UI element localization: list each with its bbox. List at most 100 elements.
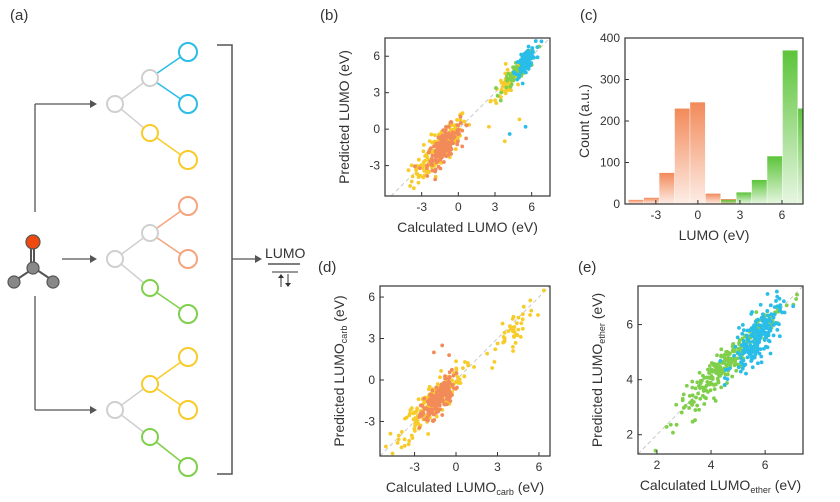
histogram-bar-orange (643, 197, 659, 204)
point-green (695, 403, 700, 408)
point-blue (749, 359, 754, 363)
point-orange (437, 141, 442, 146)
point-blue (771, 333, 776, 338)
point-orange (417, 415, 422, 419)
point-yellow (396, 437, 401, 442)
aggregation-bracket (217, 44, 233, 475)
point-orange (431, 396, 436, 401)
point-yellow-high (528, 298, 533, 303)
point-blue (736, 365, 741, 370)
x-tick-label-c: 3 (737, 208, 744, 222)
point-blue (775, 327, 780, 332)
point-blue (758, 347, 763, 352)
point-yellow-high (501, 84, 505, 89)
point-orange (438, 166, 443, 171)
point-green (688, 400, 692, 405)
y-tick-label-d: 0 (368, 373, 375, 387)
point-blue (741, 328, 746, 333)
point-yellow-high (493, 98, 498, 103)
point-yellow (457, 377, 462, 382)
point-blue (766, 313, 771, 318)
point-orange (444, 390, 449, 395)
point-yellow-high (488, 99, 493, 104)
point-green (733, 362, 738, 367)
point-orange (445, 381, 449, 385)
point-yellow-high (516, 315, 521, 320)
point-orange (432, 406, 437, 411)
point-green (684, 383, 689, 388)
point-orange (456, 139, 460, 144)
point-yellow (402, 437, 407, 442)
point-orange (440, 413, 445, 417)
point-orange (443, 137, 448, 142)
point-blue (757, 339, 761, 344)
point-orange (434, 141, 439, 146)
point-green (687, 406, 692, 410)
substituent-atom (7, 275, 21, 289)
point-blue (748, 343, 753, 348)
point-yellow-high (536, 313, 540, 317)
point-blue (764, 330, 768, 335)
point-blue (767, 328, 772, 332)
panel-label-b: (b) (320, 7, 338, 24)
point-orange (449, 120, 454, 125)
point-yellow (410, 436, 415, 440)
point-orange (455, 142, 460, 147)
point-green (504, 85, 509, 90)
point-blue (761, 312, 765, 317)
point-orange (429, 410, 433, 415)
point-yellow (427, 139, 432, 144)
point-green (700, 393, 705, 398)
point-green (712, 387, 717, 392)
point-green (712, 363, 716, 368)
series-yellow-b (406, 111, 522, 191)
point-orange (449, 147, 454, 152)
point-yellow-high (502, 330, 507, 335)
point-blue (733, 344, 738, 349)
point-blue (518, 59, 523, 64)
point-orange (444, 124, 448, 129)
point-yellow-high (492, 359, 497, 364)
point-orange (449, 140, 454, 145)
point-yellow-high (520, 317, 525, 322)
tree-leaf-node (178, 196, 198, 216)
point-yellow-high (501, 335, 506, 339)
point-blue (752, 348, 757, 353)
series-orange-d (417, 343, 459, 430)
outlier-point-blue (507, 132, 512, 136)
point-blue (749, 312, 754, 316)
point-green (698, 396, 703, 401)
point-yellow (456, 136, 460, 141)
point-orange (438, 150, 443, 155)
point-green (495, 93, 500, 98)
point-blue (762, 346, 766, 351)
point-orange (435, 146, 440, 151)
arrow-head-bottom (90, 406, 97, 414)
point-yellow (416, 157, 421, 162)
point-orange (444, 397, 449, 401)
y-axis-label-sub-d: carb (339, 326, 349, 344)
point-orange (458, 114, 463, 119)
point-green (731, 349, 735, 354)
x-tick-label-d: 6 (536, 460, 543, 474)
point-green (725, 349, 730, 354)
y-tick-label-c: 300 (600, 73, 620, 87)
point-blue (766, 338, 771, 343)
point-yellow-high (503, 61, 508, 66)
point-green (506, 71, 511, 76)
y-axis-label-unit-e: (eV) (589, 293, 605, 323)
scatter-chart-b: -3 0 3 6 -3 0 3 6 Calculated LUMO (eV) Predicted … (336, 37, 551, 235)
point-yellow-high (542, 288, 546, 293)
point-blue (735, 335, 740, 340)
point-blue (525, 54, 530, 59)
histogram-chart-c: -3 0 3 6 0 100 200 300 400 LUMO (eV) Count (a.u.) (576, 31, 804, 243)
point-green (697, 407, 701, 412)
point-orange (435, 394, 439, 399)
point-blue (511, 70, 516, 75)
tree-internal-node (141, 224, 159, 242)
x-tick-label-e: 6 (762, 458, 769, 472)
y-tick-label-c: 0 (613, 197, 620, 211)
point-green (499, 90, 504, 95)
tree-root-node (106, 95, 124, 113)
x-axis-label-c: LUMO (eV) (679, 227, 750, 243)
